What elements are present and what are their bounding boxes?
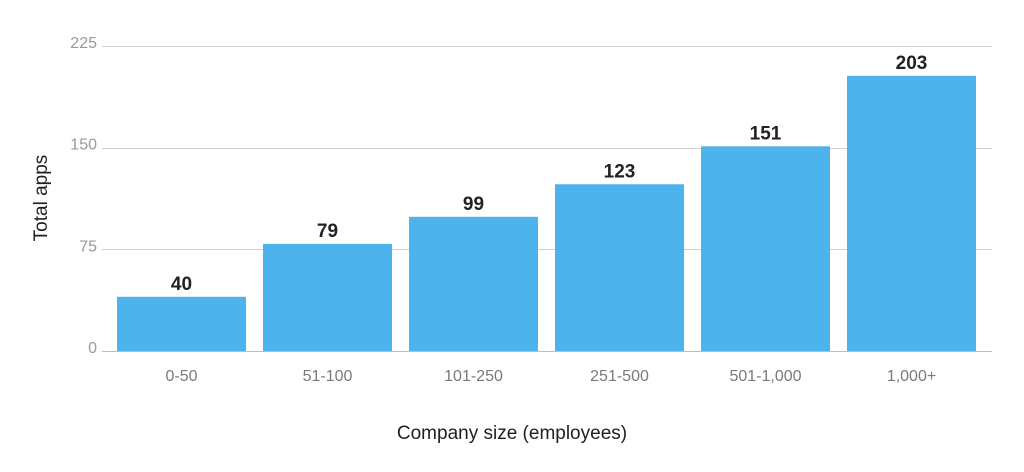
y-axis-ticks: 0 75 150 225: [70, 35, 97, 357]
bar: [555, 184, 684, 351]
value-labels: 40 79 99 123 151 203: [171, 53, 927, 295]
x-tick-label: 501-1,000: [729, 368, 801, 385]
bar-value-label: 123: [604, 161, 636, 182]
bar: [263, 243, 392, 351]
bar: [701, 146, 830, 351]
y-tick-label: 75: [79, 238, 97, 255]
bar-value-label: 79: [317, 221, 338, 242]
x-tick-label: 0-50: [165, 368, 197, 385]
bars: [117, 75, 976, 352]
x-axis-title: Company size (employees): [397, 423, 627, 444]
y-tick-label: 0: [88, 340, 97, 357]
bar-value-label: 99: [463, 194, 484, 215]
bar: [117, 296, 246, 351]
y-tick-label: 150: [70, 137, 97, 154]
bar: [847, 75, 976, 352]
bar-value-label: 151: [750, 123, 782, 144]
x-tick-label: 51-100: [303, 368, 353, 385]
y-tick-label: 225: [70, 35, 97, 52]
bar-value-label: 203: [896, 53, 928, 74]
x-tick-label: 1,000+: [887, 368, 936, 385]
x-axis-ticks: 0-50 51-100 101-250 251-500 501-1,000 1,000+: [165, 368, 936, 385]
gridlines: [102, 46, 992, 352]
y-axis-title: Total apps: [31, 155, 52, 242]
bar: [409, 216, 538, 351]
x-tick-label: 101-250: [444, 368, 503, 385]
bar-value-label: 40: [171, 274, 192, 295]
x-tick-label: 251-500: [590, 368, 649, 385]
